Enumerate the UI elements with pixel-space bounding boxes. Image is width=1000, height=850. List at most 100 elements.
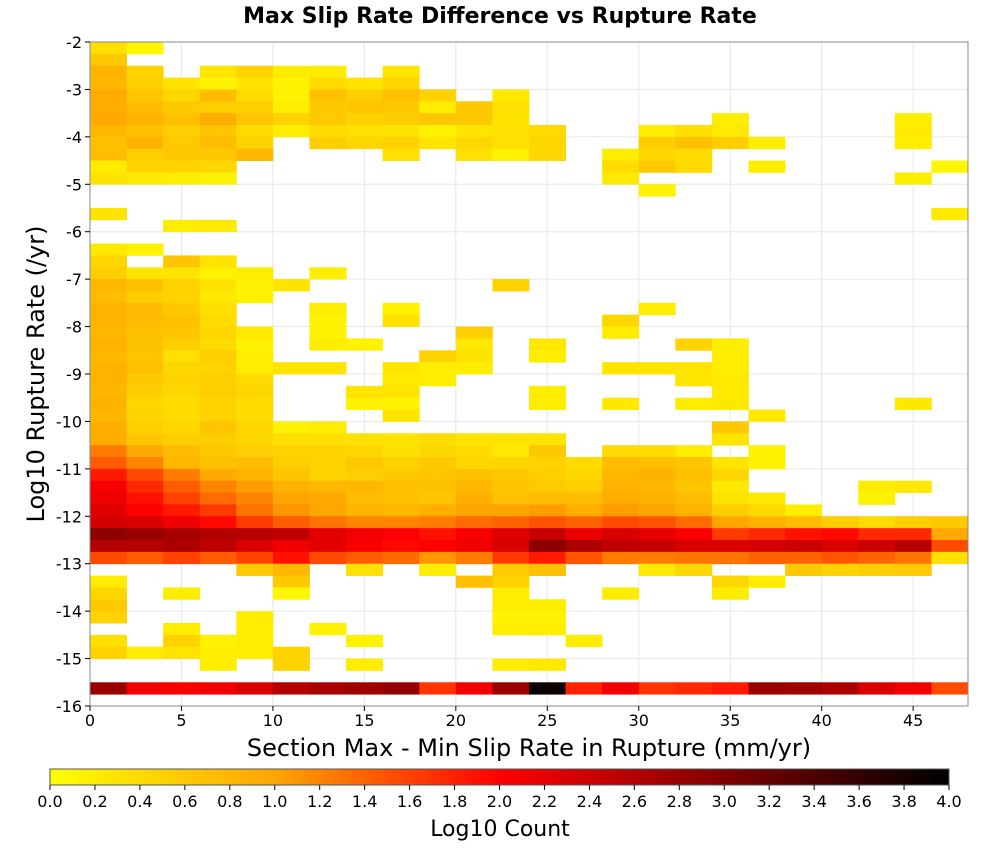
- heatmap-cell: [638, 457, 676, 470]
- heatmap-cell: [272, 516, 310, 529]
- heatmap-cell: [309, 516, 347, 529]
- heatmap-cell: [638, 504, 676, 517]
- heatmap-cell: [236, 421, 274, 434]
- heatmap-cell: [199, 314, 237, 327]
- heatmap-cell: [346, 433, 384, 446]
- heatmap-cell: [748, 575, 786, 588]
- heatmap-cell: [748, 492, 786, 505]
- heatmap-cell: [272, 682, 310, 695]
- heatmap-cell: [419, 374, 457, 387]
- heatmap-cell: [419, 563, 457, 576]
- heatmap-cell: [638, 551, 676, 565]
- heatmap-cell: [602, 397, 640, 410]
- heatmap-cell: [492, 148, 530, 161]
- colorbar-tick-label: 3.0: [712, 792, 737, 811]
- heatmap-cell: [346, 468, 384, 482]
- heatmap-cell: [748, 409, 786, 422]
- heatmap-cell: [199, 528, 237, 541]
- heatmap-cell: [675, 540, 713, 553]
- heatmap-cell: [419, 433, 457, 446]
- heatmap-cell: [236, 504, 274, 517]
- heatmap-cell: [346, 113, 384, 126]
- heatmap-cell: [126, 338, 164, 351]
- colorbar-tick-label: 1.0: [262, 792, 287, 811]
- y-tick-label: -13: [56, 555, 82, 574]
- heatmap-cell: [602, 551, 640, 565]
- heatmap-cell: [90, 113, 127, 126]
- heatmap-cell: [163, 385, 201, 399]
- heatmap-cell: [346, 658, 384, 671]
- heatmap-cell: [492, 658, 530, 671]
- heatmap-cell: [565, 551, 603, 565]
- heatmap-cell: [565, 480, 603, 493]
- heatmap-cell: [126, 445, 164, 458]
- heatmap-cell: [419, 682, 457, 695]
- heatmap-cell: [90, 480, 127, 493]
- y-tick-label: -16: [56, 697, 82, 716]
- heatmap-cell: [419, 101, 457, 114]
- heatmap-cell: [346, 77, 384, 90]
- heatmap-cell: [126, 540, 164, 553]
- heatmap-cell: [126, 528, 164, 541]
- heatmap-cell: [638, 468, 676, 482]
- heatmap-cell: [675, 125, 713, 138]
- y-tick-label: -7: [66, 270, 82, 289]
- heatmap-cell: [309, 682, 347, 695]
- heatmap-cell: [163, 397, 201, 410]
- heatmap-cell: [894, 540, 932, 553]
- heatmap-cell: [126, 682, 164, 695]
- heatmap-cell: [675, 563, 713, 576]
- heatmap-cell: [931, 208, 969, 221]
- heatmap-cell: [455, 492, 493, 505]
- heatmap-cell: [382, 528, 420, 541]
- heatmap-cell: [382, 314, 420, 327]
- heatmap-cell: [346, 528, 384, 541]
- heatmap-cell: [126, 326, 164, 339]
- heatmap-cell: [163, 409, 201, 422]
- heatmap-cell: [492, 89, 530, 102]
- heatmap-cell: [711, 682, 749, 695]
- heatmap-cell: [492, 551, 530, 565]
- heatmap-cell: [419, 445, 457, 458]
- heatmap-cell: [126, 291, 164, 304]
- x-axis-ticks: 0 5 10 15 20 25 30 35 40 45: [85, 706, 923, 730]
- heatmap-cell: [163, 480, 201, 493]
- heatmap-cell: [529, 136, 566, 150]
- heatmap-cell: [419, 480, 457, 493]
- heatmap-cell: [638, 136, 676, 150]
- heatmap-cell: [236, 279, 274, 292]
- heatmap-cell: [382, 433, 420, 446]
- heatmap-cell: [346, 504, 384, 517]
- colorbar-tick-label: 3.2: [756, 792, 781, 811]
- heatmap-cell: [346, 516, 384, 529]
- heatmap-cell: [894, 480, 932, 493]
- heatmap-cell: [382, 682, 420, 695]
- heatmap-cell: [382, 445, 420, 458]
- heatmap-cell: [346, 540, 384, 553]
- heatmap-cell: [90, 279, 127, 292]
- heatmap-cell: [602, 362, 640, 375]
- heatmap-cell: [236, 563, 274, 576]
- heatmap-cell: [382, 302, 420, 316]
- colorbar-tick-label: 0.8: [217, 792, 242, 811]
- heatmap-cell: [90, 634, 127, 648]
- heatmap-cell: [126, 646, 164, 659]
- heatmap-cell: [529, 492, 566, 505]
- heatmap-cell: [785, 563, 823, 576]
- heatmap-cell: [199, 540, 237, 553]
- heatmap-cell: [492, 540, 530, 553]
- heatmap-cell: [236, 492, 274, 505]
- heatmap-cell: [90, 409, 127, 422]
- heatmap-cell: [858, 528, 896, 541]
- heatmap-cell: [199, 409, 237, 422]
- heatmap-cell: [309, 623, 347, 636]
- heatmap-cell: [821, 563, 859, 576]
- heatmap-cell: [748, 551, 786, 565]
- heatmap-cell: [272, 575, 310, 588]
- heatmap-cell: [236, 374, 274, 387]
- colorbar-tick-label: 3.6: [846, 792, 871, 811]
- heatmap-cell: [163, 255, 201, 268]
- heatmap-cell: [382, 101, 420, 114]
- heatmap-cell: [455, 682, 493, 695]
- heatmap-cell: [163, 136, 201, 150]
